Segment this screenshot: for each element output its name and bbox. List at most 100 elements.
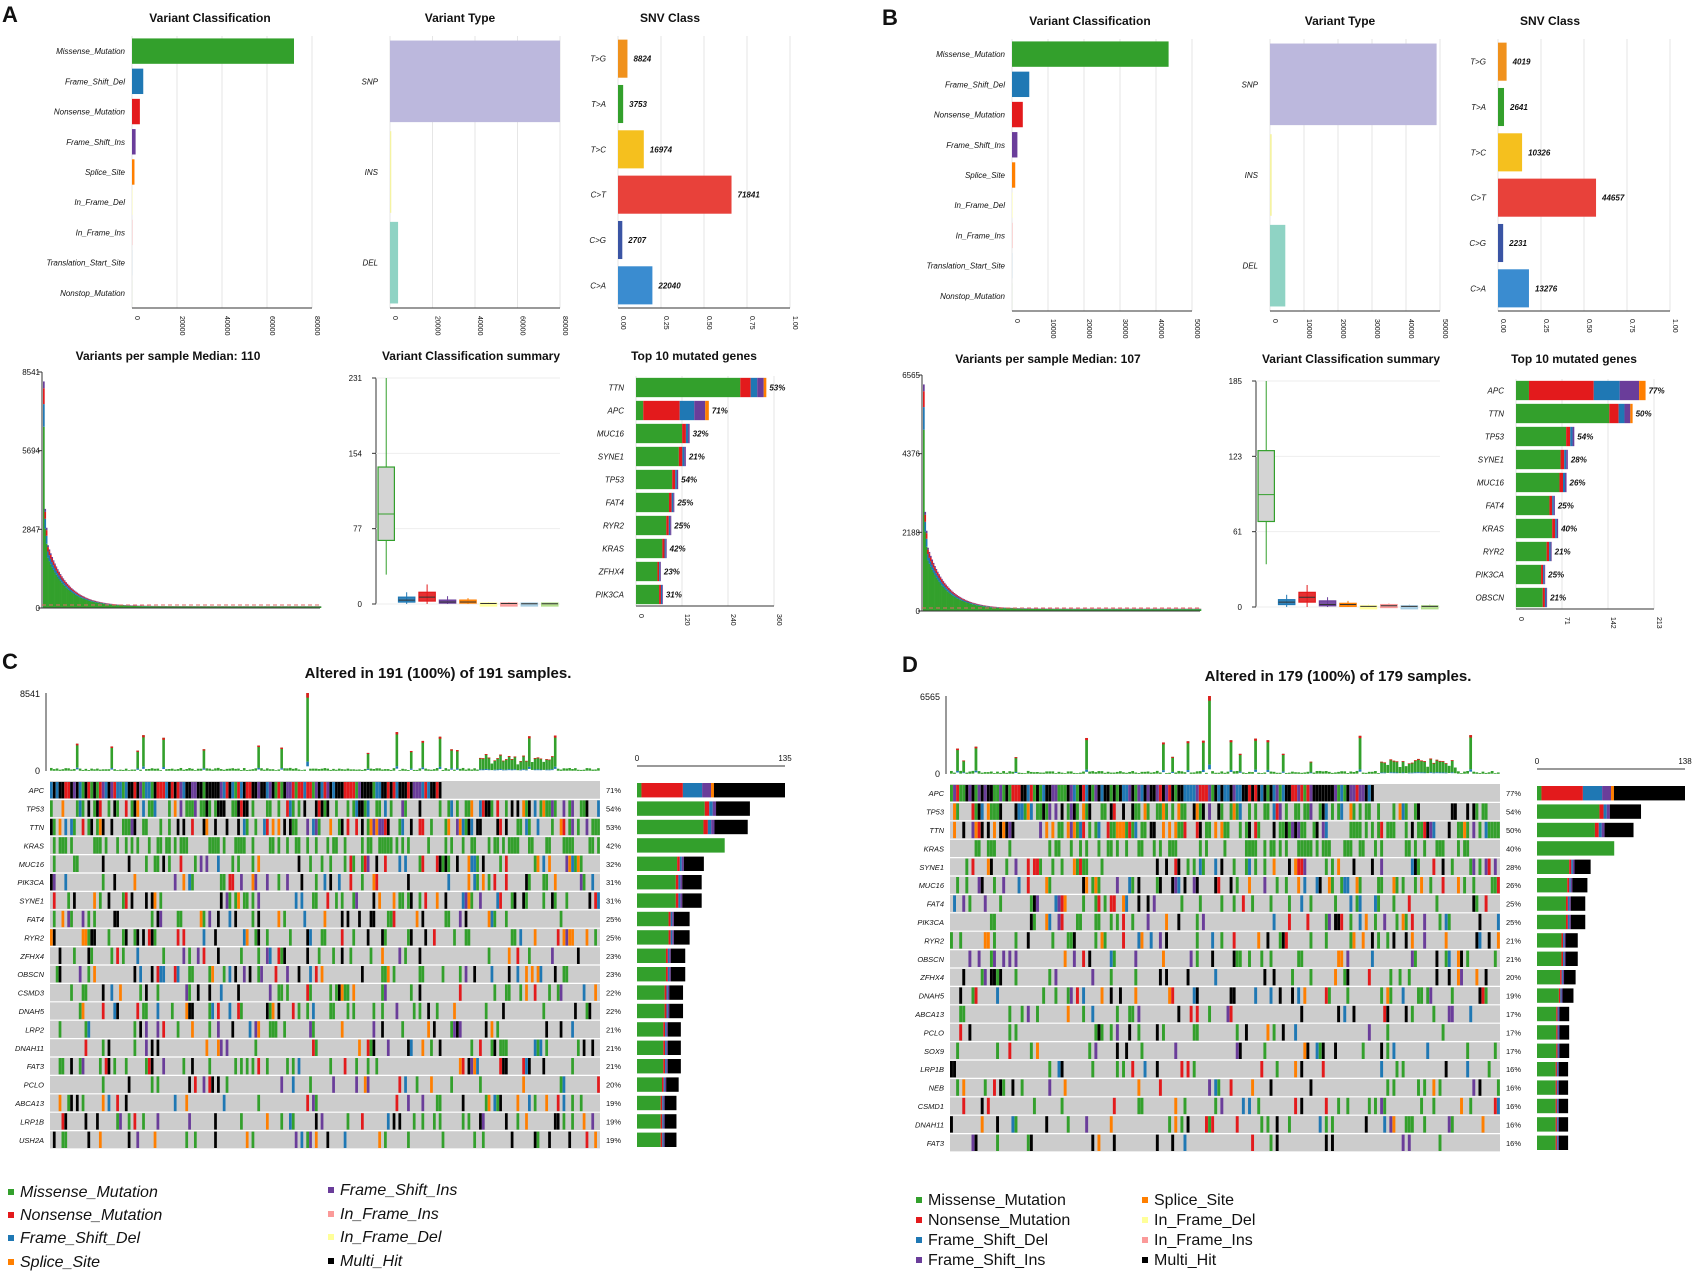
variant-type-title: Variant Type <box>425 11 496 25</box>
tmb-bar <box>185 769 188 771</box>
mutation-cell <box>562 929 566 946</box>
tmb-bar <box>136 768 139 770</box>
mutation-cell <box>1109 895 1113 912</box>
mutation-cell <box>1238 803 1242 820</box>
tmb-bar <box>1275 772 1279 774</box>
mutation-cell <box>493 1094 497 1112</box>
gene-bar-fat4 <box>668 492 672 513</box>
mutation-cell <box>251 782 255 799</box>
sample-bar <box>83 597 85 599</box>
mutation-cell <box>962 821 966 839</box>
mutation-cell <box>1284 785 1288 802</box>
sample-bar <box>1041 609 1043 611</box>
gene-count-bar <box>682 893 702 908</box>
tmb-bar <box>110 768 114 770</box>
sample-bar <box>989 607 992 611</box>
category-label-missense-mutation: Missense_Mutation <box>56 47 125 56</box>
mutation-cell <box>516 818 520 836</box>
mutation-cell <box>1097 913 1101 931</box>
mutation-cell <box>211 837 214 854</box>
sample-bar <box>960 598 963 600</box>
mutation-cell <box>378 892 382 909</box>
sample-bar <box>49 553 52 555</box>
mutation-cell <box>1358 877 1362 894</box>
mutation-cell <box>571 1021 574 1038</box>
mutation-cell <box>568 837 572 854</box>
mutation-cell <box>1456 840 1460 857</box>
tmb-bar <box>150 768 154 771</box>
mutation-cell <box>375 782 379 799</box>
mutation-cell <box>176 818 180 836</box>
mutation-cell <box>1201 803 1205 820</box>
mutation-cell <box>407 929 410 946</box>
tmb-bar <box>484 768 488 770</box>
tmb-bar <box>1238 753 1242 772</box>
mutation-cell <box>268 1002 272 1020</box>
mutation-cell <box>208 782 212 799</box>
oncoplot-percent-label: 19% <box>606 1117 621 1126</box>
mutation-cell <box>551 818 554 836</box>
mutation-cell <box>1220 803 1224 820</box>
gene-percent-label: 77% <box>1649 387 1665 396</box>
mutation-cell <box>1048 1079 1052 1096</box>
mutation-cell <box>240 1002 243 1020</box>
mutation-cell <box>959 987 963 1004</box>
gene-count-bar <box>667 1003 670 1019</box>
mutation-cell <box>407 782 410 799</box>
mutation-cell <box>1377 895 1381 912</box>
mutation-cell <box>1008 1005 1012 1023</box>
mutation-cell <box>504 874 508 891</box>
gene-count-bar <box>1561 951 1564 966</box>
mutation-cell <box>1115 1042 1119 1059</box>
sample-bar <box>966 601 968 603</box>
gene-bar-ttn <box>750 377 758 398</box>
mutation-cell <box>1128 877 1132 894</box>
oncoplot-gene-muc16: MUC16 <box>919 881 945 890</box>
tmb-bar <box>286 768 289 771</box>
oncoplot-gene-csmd1: CSMD1 <box>918 1102 944 1111</box>
mutation-cell <box>479 892 482 909</box>
sample-bar <box>998 607 1000 611</box>
mutation-cell <box>326 1131 330 1148</box>
tmb-bar <box>493 760 497 762</box>
mutation-cell <box>504 984 508 1001</box>
mutation-cell <box>98 1131 102 1148</box>
oncoplot-gene-obscn: OBSCN <box>917 955 944 964</box>
sample-bar <box>62 578 65 580</box>
mutation-cell <box>332 837 335 854</box>
mutation-cell <box>1291 987 1294 1004</box>
mutation-cell <box>1118 821 1122 839</box>
mutation-cell <box>444 837 448 854</box>
mutation-cell <box>332 782 335 799</box>
tmb-bar <box>142 735 145 767</box>
gene-count-bar <box>1565 914 1568 930</box>
sample-bar <box>69 588 72 591</box>
sample-bar <box>255 606 258 608</box>
mutation-cell <box>582 1039 586 1056</box>
x-tick-label: 240 <box>729 614 736 626</box>
mutation-cell <box>458 1021 462 1038</box>
mutation-cell <box>559 818 563 836</box>
tmb-bar <box>214 768 217 771</box>
sample-bar <box>1124 609 1127 611</box>
gene-label-muc16: MUC16 <box>597 430 625 439</box>
sample-bar <box>1185 609 1188 611</box>
oncoplot-gene-syne1: SYNE1 <box>919 863 944 872</box>
mutation-cell <box>412 782 416 799</box>
sample-bar <box>55 570 58 575</box>
mutation-cell <box>314 892 318 909</box>
sample-bar <box>144 606 147 608</box>
mutation-cell <box>366 1076 370 1093</box>
mutation-cell <box>1177 1005 1181 1023</box>
mutation-cell <box>974 840 978 857</box>
mutation-cell <box>1398 803 1402 820</box>
mutation-cell <box>375 874 379 891</box>
mutation-cell <box>1069 821 1073 839</box>
gene-label-apc: APC <box>607 407 625 416</box>
mutation-cell <box>1254 821 1258 839</box>
bar-snp <box>390 40 560 123</box>
mutation-cell <box>369 782 373 799</box>
sample-bar <box>158 606 161 608</box>
sample-bar <box>80 597 83 608</box>
mutation-cell <box>507 837 511 854</box>
